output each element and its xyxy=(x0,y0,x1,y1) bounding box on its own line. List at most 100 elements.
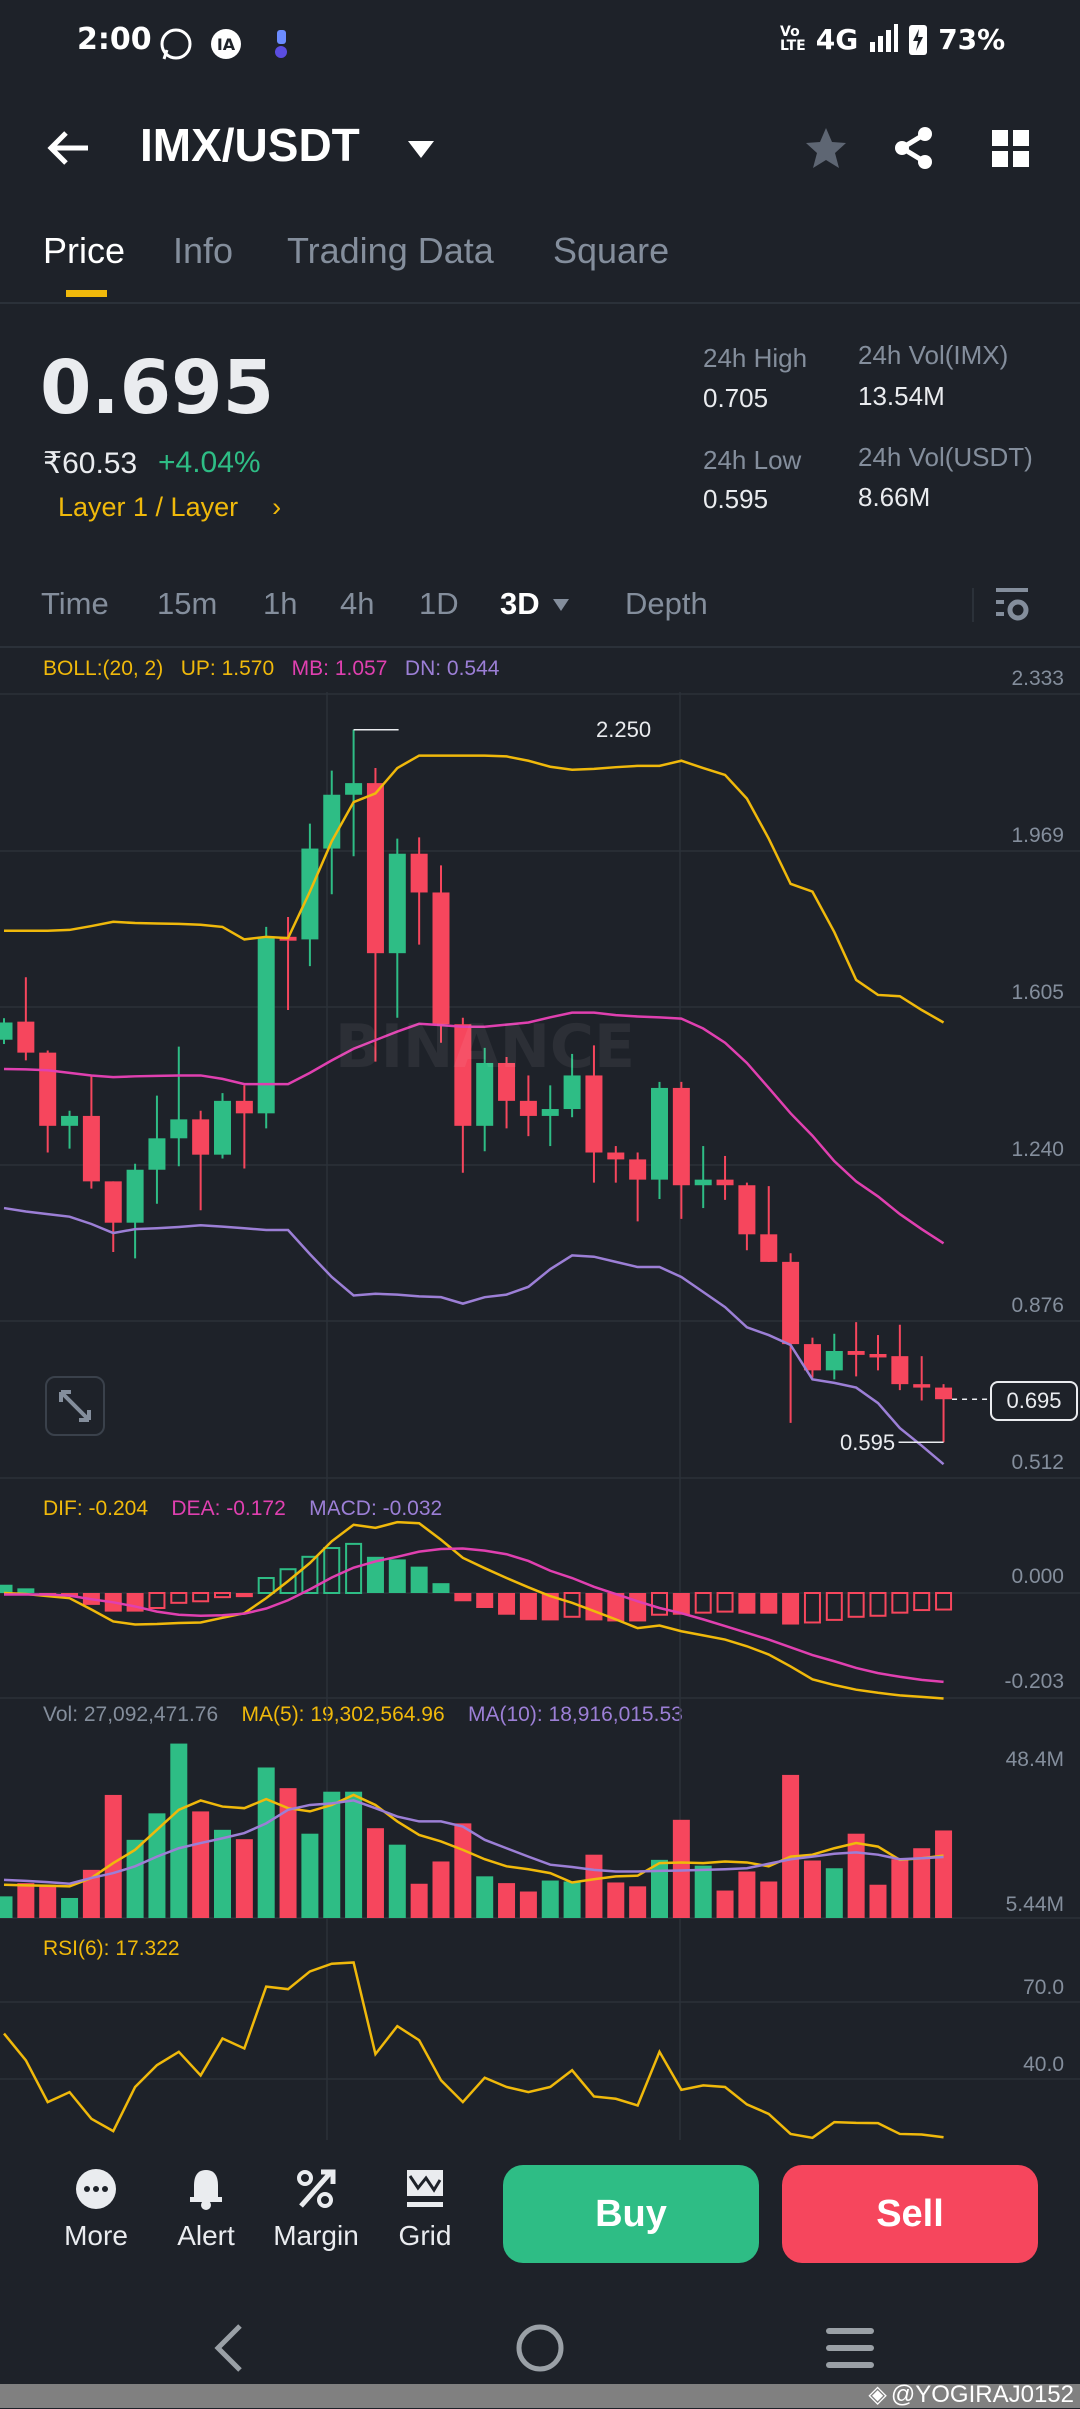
grid-layout-icon[interactable] xyxy=(992,130,1030,168)
macd-bar xyxy=(235,1593,253,1598)
volume-ma5-line xyxy=(3,1793,944,1888)
tab-square[interactable]: Square xyxy=(553,230,670,271)
volume-bar xyxy=(39,1884,57,1918)
category-tag-label: Layer 1 / Layer xyxy=(58,492,239,522)
volume-bar xyxy=(61,1897,79,1918)
candle-body xyxy=(760,1234,778,1262)
tab-trading-data[interactable]: Trading Data xyxy=(287,230,494,271)
price-axis-tick: 1.240 xyxy=(1011,1138,1064,1161)
macd-bar xyxy=(694,1592,712,1614)
interval-time[interactable]: Time xyxy=(41,586,109,621)
rsi-axis-tick: 40.0 xyxy=(1023,2053,1064,2076)
volume-bar xyxy=(498,1883,516,1918)
svg-text:IA: IA xyxy=(217,35,236,54)
macd-bar xyxy=(738,1593,756,1614)
candle-body xyxy=(519,1100,537,1116)
volume-bar xyxy=(716,1890,734,1918)
macd-bar xyxy=(476,1593,494,1608)
macd-bar xyxy=(803,1592,821,1624)
volume-bar xyxy=(17,1883,35,1918)
macd-bar xyxy=(148,1592,166,1609)
candle-body xyxy=(563,1075,581,1110)
fullscreen-button[interactable] xyxy=(45,1376,105,1436)
candle-body xyxy=(694,1179,712,1186)
grid-button[interactable]: Grid xyxy=(375,2168,475,2252)
macd-bar xyxy=(672,1593,690,1615)
last-price-tag: 0.695 xyxy=(990,1381,1078,1421)
price-axis-tick: 0.876 xyxy=(1011,1294,1064,1317)
volte-icon: Vo LTE xyxy=(780,24,806,54)
macd-bar xyxy=(585,1593,603,1621)
status-time: 2:00 xyxy=(77,22,152,57)
interval-4h[interactable]: 4h xyxy=(340,586,375,621)
boll-dn: DN: 0.544 xyxy=(404,657,500,680)
interval-1h[interactable]: 1h xyxy=(263,586,298,621)
interval-3d[interactable]: 3D xyxy=(500,586,540,621)
macd-bar xyxy=(410,1566,428,1593)
volume-bar xyxy=(607,1882,625,1918)
alert-button[interactable]: Alert xyxy=(156,2168,256,2252)
buy-button[interactable]: Buy xyxy=(503,2165,759,2263)
volume-bar xyxy=(782,1774,800,1918)
boll-params: BOLL:(20, 2) xyxy=(43,657,164,680)
tab-price[interactable]: Price xyxy=(43,230,126,271)
share-icon[interactable] xyxy=(893,126,935,170)
category-tag[interactable]: Layer 1 / Layer › xyxy=(58,492,281,523)
volume-bar xyxy=(454,1823,472,1918)
more-label: More xyxy=(64,2220,128,2251)
macd-bar xyxy=(935,1592,953,1611)
candle-body xyxy=(803,1344,821,1371)
boll-legend: BOLL:(20, 2) UP: 1.570 MB: 1.057 DN: 0.5… xyxy=(43,657,499,681)
volume-bar xyxy=(825,1868,843,1918)
macd-bar xyxy=(214,1592,231,1599)
macd-dif: DIF: -0.204 xyxy=(43,1497,149,1520)
expand-icon xyxy=(59,1390,91,1422)
pair-title[interactable]: IMX/USDT xyxy=(140,119,360,171)
star-icon[interactable] xyxy=(804,126,848,170)
margin-button[interactable]: Margin xyxy=(266,2168,366,2252)
interval-dropdown-icon[interactable] xyxy=(552,598,570,612)
volume-bar xyxy=(651,1859,668,1918)
candle-body xyxy=(345,783,363,795)
macd-value: MACD: -0.032 xyxy=(309,1497,443,1520)
watermark-text: @YOGIRAJ0152 xyxy=(890,2380,1074,2408)
volume-bar xyxy=(585,1854,603,1918)
volume-bar xyxy=(170,1743,188,1918)
sell-button[interactable]: Sell xyxy=(782,2165,1038,2263)
dif-line xyxy=(3,1520,944,1700)
bell-icon xyxy=(190,2170,222,2210)
nav-back-icon[interactable] xyxy=(210,2322,246,2374)
volume-bar xyxy=(82,1869,100,1918)
battery-level: 73% xyxy=(938,22,1006,56)
nav-home-icon[interactable] xyxy=(514,2322,566,2374)
more-button[interactable]: More xyxy=(46,2168,146,2252)
volume-axis-tick: 5.44M xyxy=(1005,1893,1064,1916)
volume-bar xyxy=(410,1883,428,1918)
candle-body xyxy=(891,1356,909,1385)
interval-15m[interactable]: 15m xyxy=(157,586,218,621)
candle-body xyxy=(170,1119,188,1139)
volume-bar xyxy=(323,1791,341,1918)
user-watermark: ◈ @YOGIRAJ0152 xyxy=(868,2380,1074,2409)
chart-settings-icon[interactable] xyxy=(996,588,1030,624)
battery-charging-icon xyxy=(909,25,928,55)
interval-depth[interactable]: Depth xyxy=(625,586,708,621)
volume-ma5: MA(5): 19,302,564.96 xyxy=(241,1703,445,1726)
chevron-right-icon: › xyxy=(272,492,282,522)
grid-trading-icon xyxy=(407,2170,443,2207)
volume-bar xyxy=(279,1788,297,1918)
nav-recents-icon[interactable] xyxy=(826,2328,876,2370)
volume-bar xyxy=(148,1813,166,1918)
candle-body xyxy=(869,1354,887,1358)
dropdown-icon[interactable] xyxy=(406,138,436,160)
volume-bar xyxy=(891,1859,909,1918)
divider xyxy=(0,302,1080,304)
macd-bar xyxy=(498,1593,516,1615)
back-arrow-icon[interactable] xyxy=(46,128,92,168)
macd-bar xyxy=(847,1592,865,1618)
candle-body xyxy=(629,1159,647,1180)
macd-bar xyxy=(345,1542,363,1595)
interval-1d[interactable]: 1D xyxy=(419,586,459,621)
tab-info[interactable]: Info xyxy=(173,230,234,271)
